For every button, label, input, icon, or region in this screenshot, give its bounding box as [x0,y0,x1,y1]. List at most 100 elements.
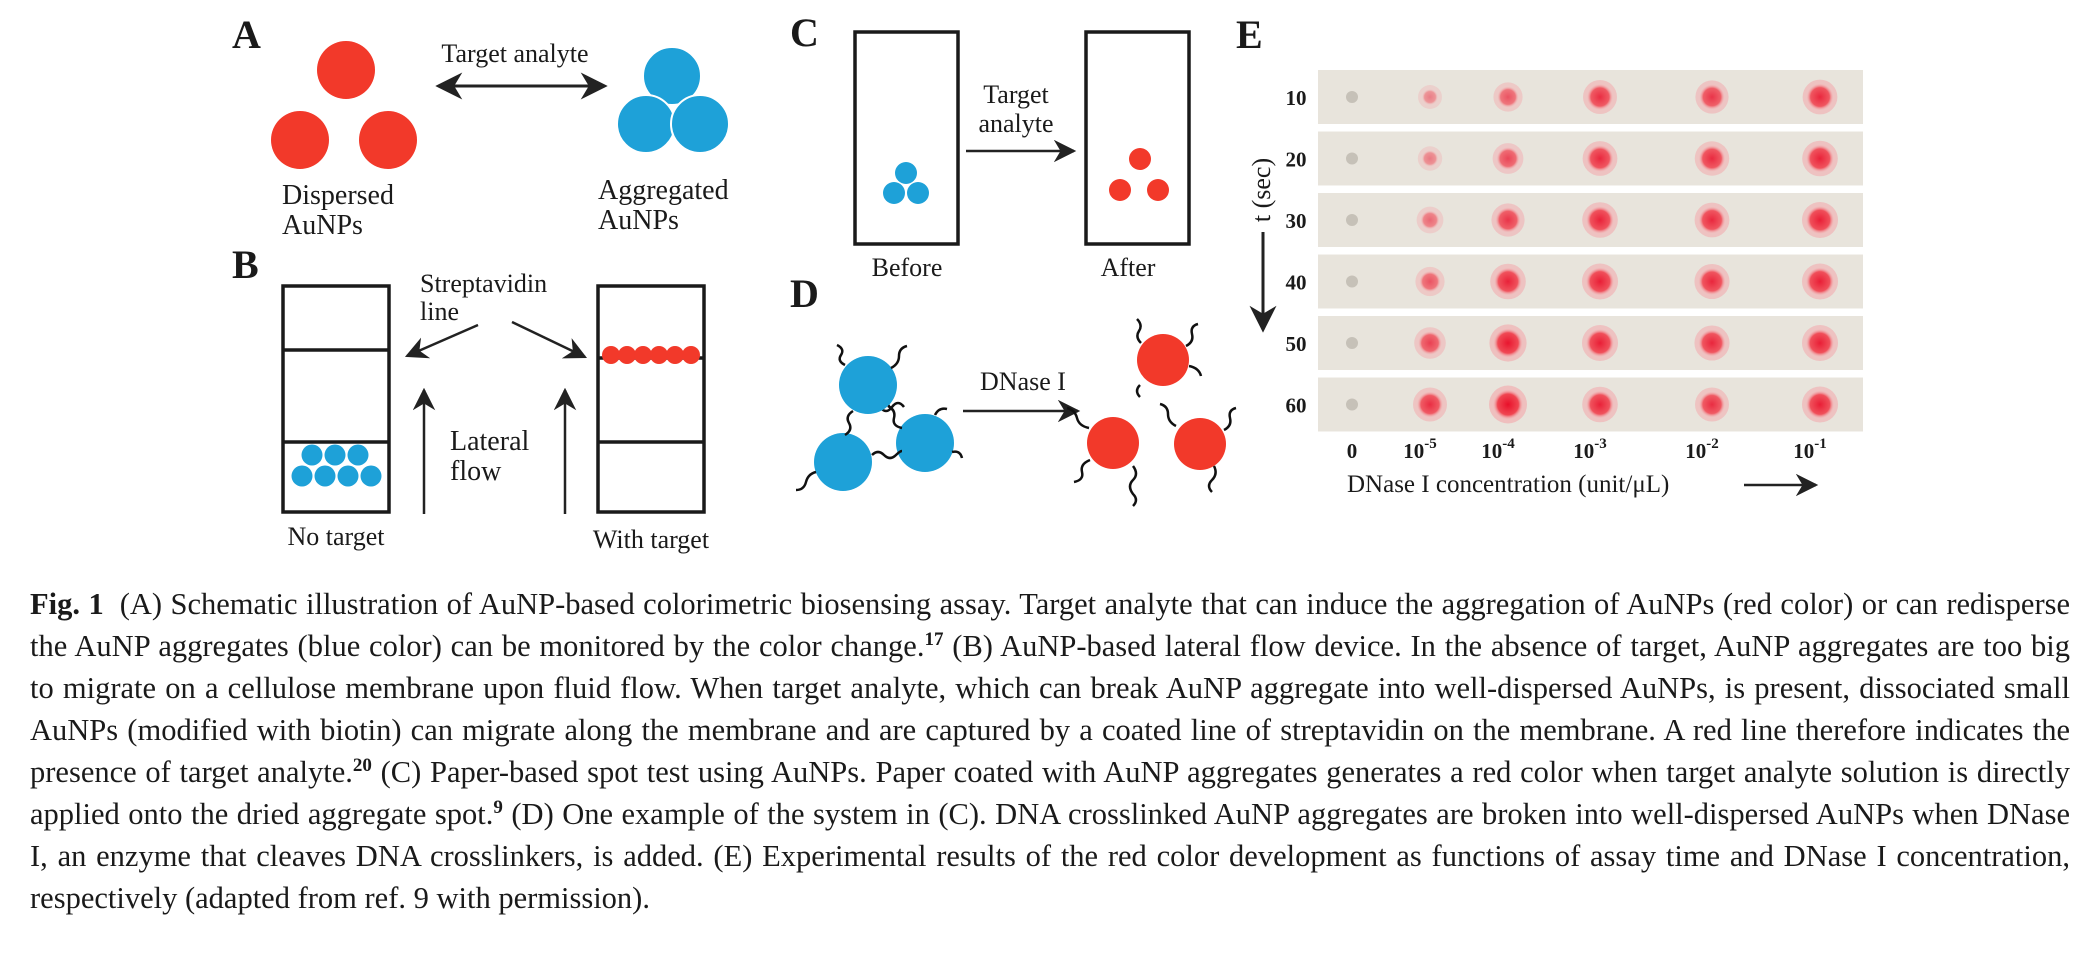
caption-part-a: (A) Schematic illustration of AuNP-based… [30,587,2071,663]
dispersed-aunp [359,111,417,169]
dispersed-label-line2: AuNPs [282,210,363,241]
sample-spot [1346,275,1358,288]
sample-spot [1419,270,1441,293]
aggregate-particle [360,465,382,487]
sample-spot [1497,86,1519,108]
dna-strand [1223,406,1237,432]
paper-after [1084,30,1191,246]
caption-part-c: (C) Paper-based spot test using AuNPs. P… [30,755,2070,831]
aggregate-particle [291,465,313,487]
sample-spot [1585,267,1615,296]
no-target-caption: No target [288,522,386,551]
time-row-label: 10 [1286,86,1307,110]
dna-strand [836,343,846,367]
sample-spot [1496,147,1520,170]
dna-strand [1066,406,1090,430]
released-aunp [1087,417,1139,469]
sample-spot [1585,328,1615,358]
dna-strand [795,470,817,492]
figure-caption: Fig. 1 (A) Schematic illustration of AuNP… [30,583,2070,919]
captured-aunp [602,346,620,364]
panel-a-label: A [232,12,261,57]
dna-crosslinker [871,449,903,460]
panel-b: B Streptavidin line Lateral flow No targ… [232,242,710,554]
crosslinked-aunp [896,414,954,472]
sample-spot [1699,84,1725,110]
concentration-column-labels: 0 10-5 10-4 10-3 10-2 10-1 [1347,436,1827,463]
sample-spot [1420,210,1440,230]
dna-strand [1185,322,1199,348]
before-caption: Before [872,253,943,282]
dispersed-aunp [271,111,329,169]
sample-spot [1586,206,1614,234]
aggregated-aunp [642,46,702,106]
aggregate-particle [301,444,323,466]
aggregated-label-line2: AuNPs [598,205,679,236]
dispersed-spot [1129,148,1151,170]
aggregate-particle [314,465,336,487]
sample-spot [1346,152,1358,165]
sample-spot [1805,267,1835,296]
caption-ref: 9 [493,796,503,818]
captured-aunp [682,346,700,364]
dna-strand [1207,465,1217,493]
time-row-label: 30 [1286,209,1307,233]
concentration-axis-label: DNase I concentration (unit/μL) [1347,471,1669,498]
panel-c: C Target analyte Before After [790,10,1191,282]
dispersed-aunp [317,41,375,99]
sample-spot [1805,205,1835,235]
captured-aunp [618,346,636,364]
dna-crosslinker [844,409,854,437]
aggregated-label-line1: Aggregated [598,175,729,206]
time-row-label: 60 [1286,394,1307,418]
sample-spot [1698,267,1726,296]
panel-c-arrow-label-line1: Target [983,80,1049,109]
figure-number: Fig. 1 [30,587,104,621]
panel-c-label: C [790,10,819,55]
sample-spot [1495,207,1521,233]
time-row-labels: 10 20 30 40 50 60 [1286,86,1307,418]
dna-strand [1188,364,1203,377]
figure-1: A Target analyte Dispersed AuNPs Aggrega… [232,10,1863,554]
panel-a-arrow-label: Target analyte [441,39,588,68]
sample-spot [1346,398,1358,411]
aggregate-spot [907,182,929,204]
panel-a: A Target analyte Dispersed AuNPs Aggrega… [232,12,730,241]
sample-spot [1587,84,1613,110]
panel-d-label: D [790,271,819,316]
sample-spot [1805,328,1835,358]
lateral-flow-label-line1: Lateral [450,426,529,457]
pointer-arrow-right [511,320,588,359]
caption-ref: 20 [352,754,372,776]
sample-spot [1493,389,1523,420]
panel-e-label: E [1236,12,1263,57]
dna-strand [951,450,964,459]
concentration-label: 10-2 [1685,436,1719,463]
dispersed-label-line1: Dispersed [282,180,394,211]
panel-d-arrow-label: DNase I [980,367,1066,396]
aggregate-particle [324,444,346,466]
streptavidin-label-line2: line [420,297,459,326]
paper-before [853,30,960,246]
lateral-flow-label-line2: flow [450,456,502,487]
with-target-caption: With target [593,525,710,554]
sample-spot [1806,83,1834,111]
aggregate-spot [895,162,917,184]
aggregated-aunp [616,94,676,154]
dna-strand [1136,318,1142,344]
aggregate-spot [883,182,905,204]
lateral-flow-strip-no-target [281,284,391,514]
dna-strand [933,407,948,416]
caption-ref: 17 [924,628,944,650]
pointer-arrow-left [404,323,479,359]
concentration-label: 0 [1347,439,1358,463]
sample-spot [1493,328,1523,358]
released-aunp [1174,418,1226,470]
aggregate-particle [347,444,369,466]
captured-aunp [666,346,684,364]
crosslinked-aunp [839,356,897,414]
concentration-label: 10-4 [1481,436,1515,463]
concentration-label: 10-3 [1573,436,1607,463]
dna-strand [890,344,908,370]
sample-spot [1806,144,1834,173]
